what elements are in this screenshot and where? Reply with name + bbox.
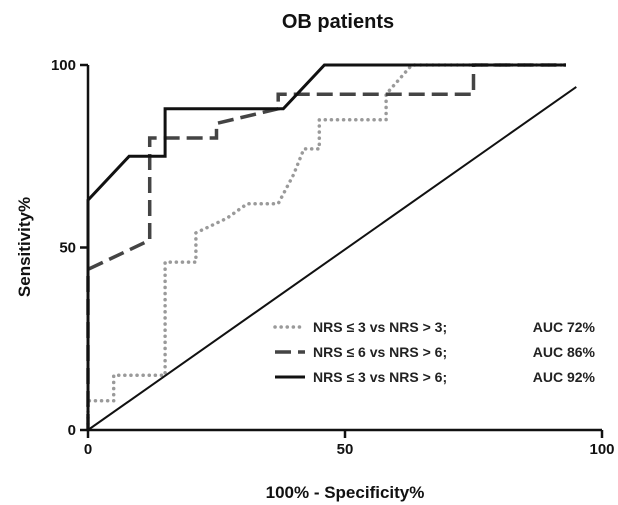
legend: NRS ≤ 3 vs NRS > 3; AUC 72% NRS ≤ 6 vs NRS…: [273, 319, 596, 385]
x-tick-label: 100: [589, 441, 614, 458]
legend-label-2: NRS ≤ 3 vs NRS > 6;: [313, 369, 447, 385]
y-axis-label: Sensitivity%: [15, 197, 34, 297]
roc-curve-1: [86, 63, 566, 430]
legend-auc-0: AUC 72%: [533, 319, 596, 335]
chart-title: OB patients: [282, 11, 394, 33]
legend-auc-2: AUC 92%: [533, 369, 596, 385]
x-tick-label: 0: [84, 441, 92, 458]
x-axis-label: 100% - Specificity%: [266, 483, 425, 502]
x-tick-label: 50: [337, 441, 354, 458]
y-tick-label: 0: [68, 422, 76, 439]
plot-lines: [86, 63, 577, 432]
legend-label-0: NRS ≤ 3 vs NRS > 3;: [313, 319, 447, 335]
y-tick-label: 100: [51, 57, 76, 74]
axis-ticks: 0 50 100 0 50 100: [51, 57, 615, 458]
roc-curve-2: [86, 63, 566, 430]
legend-label-1: NRS ≤ 6 vs NRS > 6;: [313, 344, 447, 360]
y-tick-label: 50: [59, 240, 76, 257]
roc-curve-0: [86, 63, 568, 432]
legend-auc-1: AUC 86%: [533, 344, 596, 360]
reference-line: [87, 86, 577, 431]
